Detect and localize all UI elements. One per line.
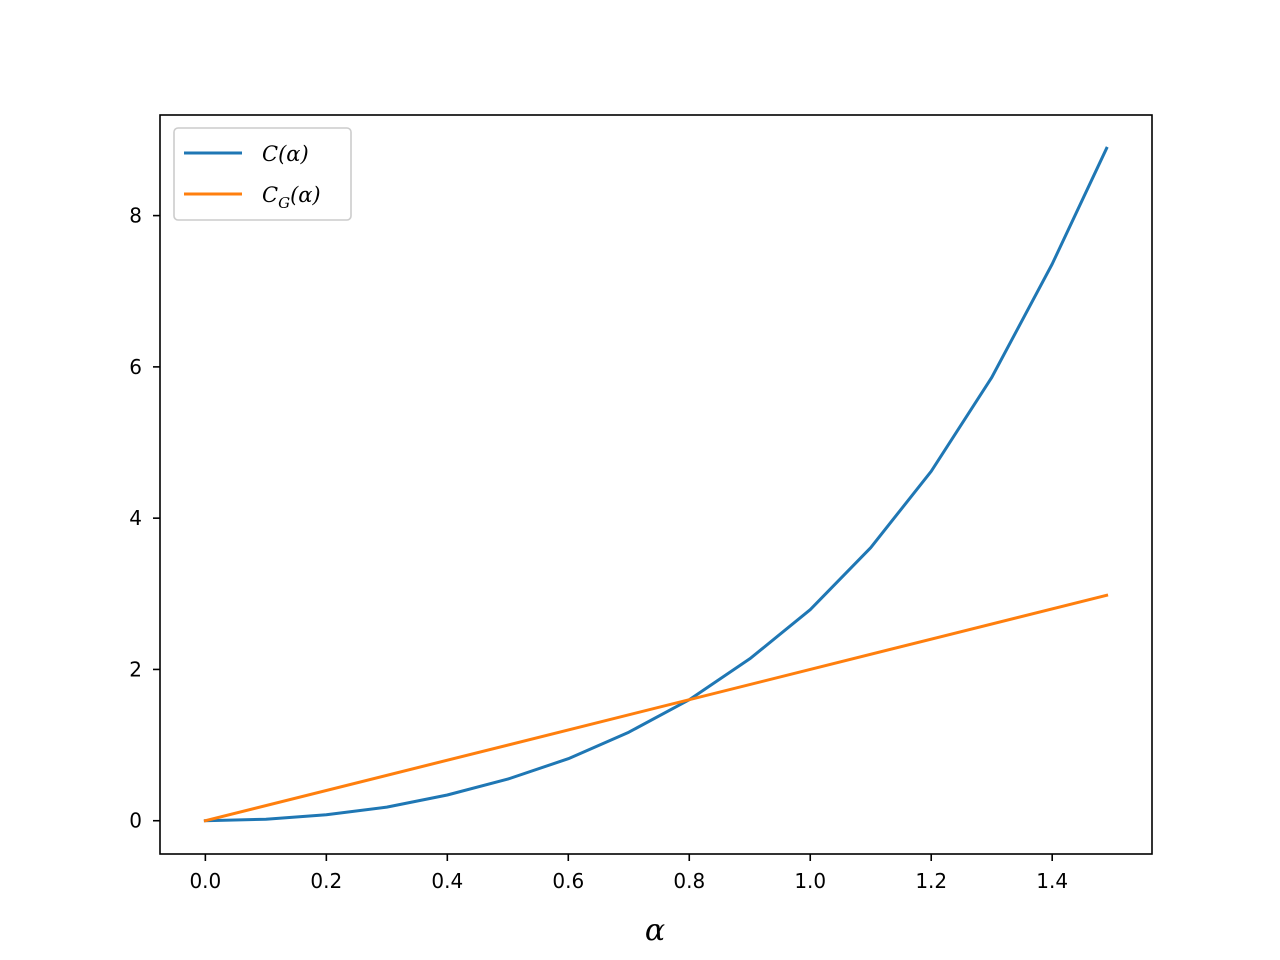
x-tick-label: 0.2 [310,869,342,893]
legend: C(α) CG(α) [173,127,352,221]
x-axis-label: α [645,913,665,948]
legend-label-c: C(α) [262,142,309,166]
legend-box [173,127,352,221]
series-line-cg [203,593,1109,823]
legend-label-c-main: C [262,142,278,166]
y-tick-label: 6 [129,355,142,379]
x-axis: 0.0 0.2 0.4 0.6 0.8 1.0 1.2 1.4 [189,854,1068,893]
y-tick-label: 2 [129,657,142,681]
x-tick-label: 1.2 [915,869,947,893]
plot-frame [159,114,1153,855]
series-line-c [203,146,1109,823]
x-tick-label: 1.4 [1036,869,1068,893]
legend-label-cg-sub: G [278,194,290,212]
x-tick-label: 0.0 [189,869,221,893]
x-tick-label: 0.8 [673,869,705,893]
series-layer [203,146,1109,823]
legend-label-cg-args: (α) [290,183,321,207]
y-axis: 0 2 4 6 8 [129,204,160,833]
x-tick-label: 0.4 [431,869,463,893]
legend-label-cg: CG(α) [262,183,321,212]
y-tick-label: 4 [129,506,142,530]
legend-label-cg-main: C [262,183,278,207]
y-tick-label: 8 [129,204,142,228]
x-tick-label: 1.0 [794,869,826,893]
legend-label-c-args: (α) [278,142,309,166]
x-tick-label: 0.6 [552,869,584,893]
y-tick-label: 0 [129,809,142,833]
